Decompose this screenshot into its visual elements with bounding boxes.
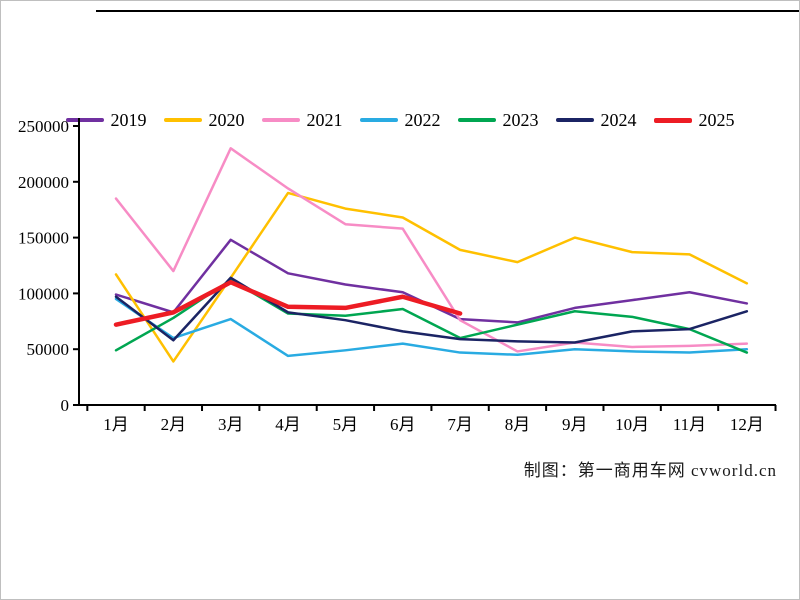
- legend-swatch-2024: [555, 118, 594, 122]
- x-axis-label: 1月: [103, 415, 129, 434]
- series-line-2020: [114, 191, 749, 363]
- chart-legend: 2019 2020 2021 2022 2023 2024 2025: [1, 111, 799, 129]
- y-axis-label: 200000: [18, 173, 69, 192]
- x-axis-label: 7月: [447, 415, 473, 434]
- legend-label-2020: 2020: [208, 110, 245, 130]
- x-axis-label: 10月: [615, 415, 649, 434]
- legend-item-2023: 2023: [457, 110, 539, 130]
- legend-swatch-2020: [163, 118, 202, 122]
- legend-swatch-2021: [261, 118, 300, 122]
- axes: [78, 118, 776, 406]
- legend-swatch-2025: [653, 117, 692, 123]
- x-axis-label: 8月: [505, 415, 531, 434]
- legend-item-2020: 2020: [163, 110, 245, 130]
- legend-swatch-2023: [457, 118, 496, 122]
- x-axis-label: 2月: [161, 415, 187, 434]
- y-axis-label: 0: [61, 396, 70, 415]
- y-axis-label: 250000: [18, 117, 69, 136]
- legend-item-2025: 2025: [653, 110, 735, 130]
- series-line-2024: [114, 276, 749, 344]
- y-axis-label: 50000: [27, 340, 70, 359]
- x-axis-label: 3月: [218, 415, 244, 434]
- legend-label-2025: 2025: [698, 110, 735, 130]
- series-line-2025: [113, 279, 463, 327]
- legend-item-2024: 2024: [555, 110, 637, 130]
- legend-item-2022: 2022: [359, 110, 441, 130]
- x-axis-label: 4月: [275, 415, 301, 434]
- legend-label-2024: 2024: [600, 110, 637, 130]
- x-axis-label: 12月: [730, 415, 764, 434]
- y-axis-label: 100000: [18, 284, 69, 303]
- x-axis-label: 6月: [390, 415, 416, 434]
- legend-swatch-2022: [359, 118, 398, 122]
- x-axis-label: 5月: [333, 415, 359, 434]
- x-axis-label: 9月: [562, 415, 588, 434]
- top-divider-line: [96, 10, 799, 12]
- legend-swatch-2019: [65, 118, 104, 122]
- series-line-2022: [114, 297, 749, 358]
- series-line-2021: [114, 147, 749, 353]
- legend-label-2021: 2021: [306, 110, 343, 130]
- legend-label-2019: 2019: [110, 110, 147, 130]
- legend-label-2023: 2023: [502, 110, 539, 130]
- legend-label-2022: 2022: [404, 110, 441, 130]
- y-axis-label: 150000: [18, 229, 69, 248]
- legend-item-2021: 2021: [261, 110, 343, 130]
- legend-item-2019: 2019: [65, 110, 147, 130]
- x-axis-label: 11月: [673, 415, 706, 434]
- source-caption: 制图：第一商用车网 cvworld.cn: [523, 461, 777, 480]
